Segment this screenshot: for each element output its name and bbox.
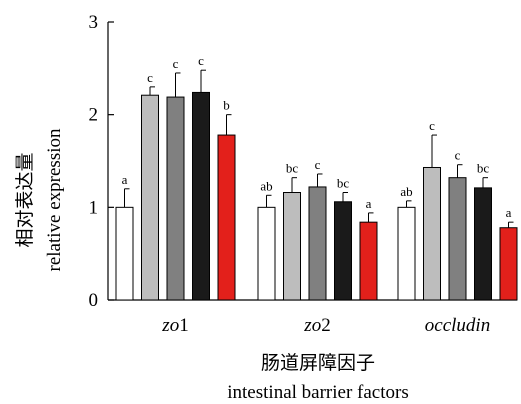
significance-label: bc bbox=[286, 161, 299, 176]
significance-label: ab bbox=[400, 184, 412, 199]
significance-label: c bbox=[455, 148, 461, 163]
y-tick-label: 0 bbox=[89, 290, 99, 311]
bar bbox=[192, 91, 210, 301]
significance-label: a bbox=[366, 196, 372, 211]
bar bbox=[283, 192, 301, 301]
x-axis-title-en: intestinal barrier factors bbox=[227, 382, 408, 403]
significance-label: c bbox=[173, 56, 179, 71]
bar bbox=[257, 206, 276, 301]
x-tick-label: occludin bbox=[425, 315, 490, 336]
bar bbox=[115, 206, 134, 301]
y-tick-label: 3 bbox=[89, 12, 99, 33]
bar bbox=[499, 227, 518, 301]
bar bbox=[308, 186, 327, 301]
significance-label: c bbox=[429, 118, 435, 133]
bar bbox=[448, 177, 467, 301]
y-axis-title-cn: 相对表达量 bbox=[14, 152, 36, 247]
x-axis-title-cn: 肠道屏障因子 bbox=[261, 352, 375, 374]
bar bbox=[334, 201, 352, 301]
bar bbox=[217, 134, 236, 301]
bar bbox=[423, 166, 441, 301]
x-tick-label: zo1 bbox=[161, 315, 188, 336]
significance-label: c bbox=[315, 157, 321, 172]
bar bbox=[359, 221, 378, 301]
significance-label: c bbox=[198, 53, 204, 68]
x-tick-label: zo2 bbox=[303, 315, 330, 336]
y-tick-label: 1 bbox=[89, 197, 99, 218]
significance-label: ab bbox=[260, 178, 272, 193]
axis-titles: 相对表达量 relative expression 肠道屏障因子 intesti… bbox=[14, 128, 409, 403]
significance-label: bc bbox=[477, 161, 490, 176]
bar bbox=[474, 187, 492, 301]
y-axis-title-en: relative expression bbox=[44, 128, 65, 271]
significance-label: a bbox=[506, 205, 512, 220]
bar bbox=[397, 206, 416, 301]
significance-label: a bbox=[122, 172, 128, 187]
y-tick-label: 2 bbox=[89, 105, 99, 126]
bar bbox=[141, 94, 159, 301]
significance-label: c bbox=[147, 70, 153, 85]
bar bbox=[166, 96, 185, 301]
significance-label: b bbox=[223, 98, 230, 113]
significance-label: bc bbox=[337, 176, 350, 191]
